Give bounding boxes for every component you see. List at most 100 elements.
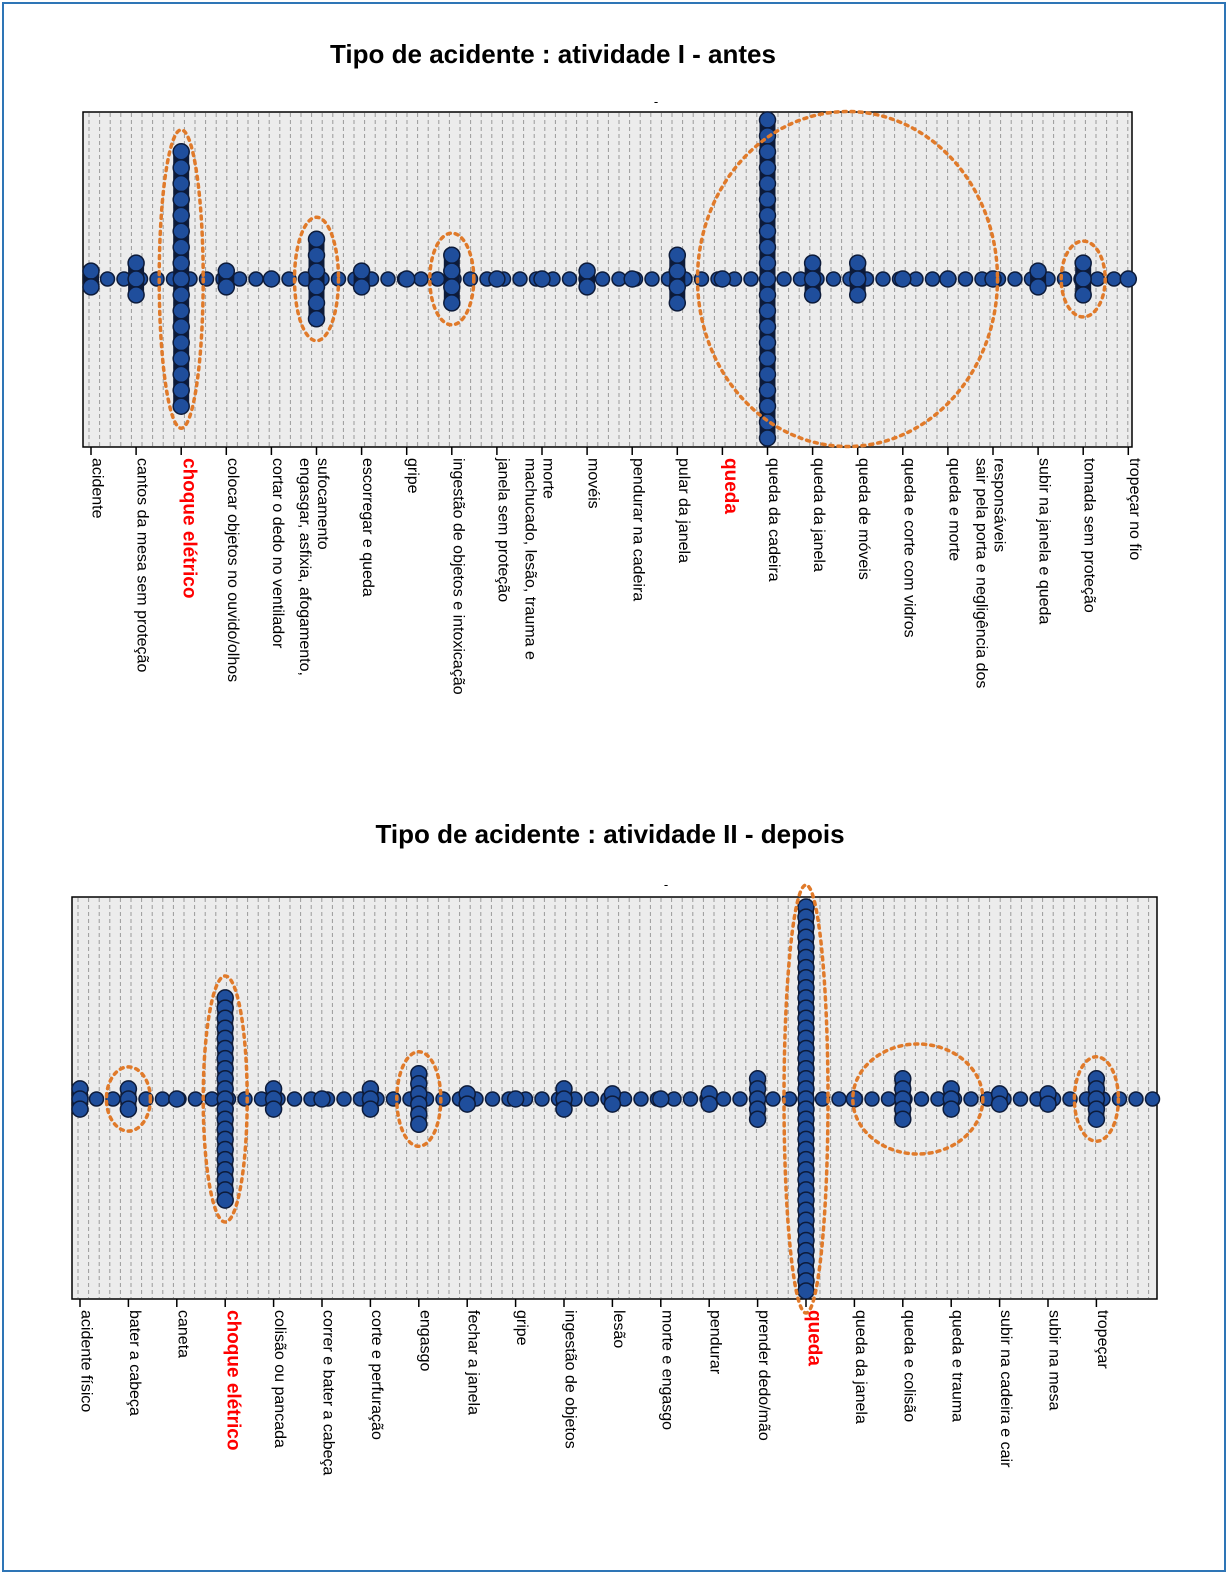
baseline-dot xyxy=(248,271,264,287)
baseline-dot xyxy=(776,271,792,287)
dot-queda-da-cadeira xyxy=(758,222,777,241)
chart-2-plot: acidente físico bater a cabeça caneta choqu… xyxy=(71,883,1161,1476)
x-tick-label-pular-da-janela: pular da janela xyxy=(675,458,692,563)
baseline-dot xyxy=(633,1091,649,1107)
baseline-dot xyxy=(831,1091,847,1107)
dot-queda-da-cadeira xyxy=(758,190,777,209)
dot-queda-da-cadeira xyxy=(758,254,777,272)
baseline-dot xyxy=(963,1091,979,1107)
x-tick-label-fechar-a-janela: fechar a janela xyxy=(465,1310,482,1415)
x-tick-label-gripe: gripe xyxy=(513,1310,530,1346)
x-tick-label-correr-e-bater-a-cabeca: correr e bater a cabeça xyxy=(320,1310,337,1476)
x-tick-label-subir-na-mesa: subir na mesa xyxy=(1046,1310,1063,1411)
dot-acidente xyxy=(82,278,100,296)
dot-queda-da-cadeira xyxy=(758,413,777,431)
dot-choque-eletrico xyxy=(172,381,190,400)
x-tick-label-queda: queda xyxy=(804,1310,825,1366)
dot-engasgar-asfixia-afogamento-sufocamento xyxy=(307,278,326,296)
baseline-dot xyxy=(957,271,974,287)
dot-queda-de-moveis xyxy=(848,286,867,304)
x-tick-label-ingestao-de-objetos: ingestão de objetos xyxy=(562,1310,579,1449)
x-tick-label-queda-e-trauma: queda e trauma xyxy=(949,1310,966,1422)
dot-queda-da-janela xyxy=(803,270,822,288)
dot-janela-sem-protecao xyxy=(488,270,506,288)
dot-queda-da-cadeira xyxy=(758,365,777,384)
dot-queda-da-cadeira xyxy=(758,317,777,336)
dot-engasgar-asfixia-afogamento-sufocamento xyxy=(307,246,326,264)
x-tick-label-lesao: lesão xyxy=(610,1310,627,1348)
dot-subir-na-janela-e-queda xyxy=(1029,278,1047,296)
dot-queda-da-janela xyxy=(803,254,822,272)
baseline-dot xyxy=(380,271,396,287)
x-tick-label-colisao-ou-pancada: colisão ou pancada xyxy=(271,1310,288,1448)
highlight-ellipse-bater-a-cabeca xyxy=(104,1065,153,1133)
baseline-dot xyxy=(435,1091,451,1107)
dot-queda-da-cadeira xyxy=(758,174,777,193)
dot-colocar-objetos-no-ouvido-olhos xyxy=(217,278,236,296)
x-tick-label-tropecar: tropeçar xyxy=(1094,1310,1111,1369)
baseline-dot xyxy=(1106,271,1122,287)
dot-choque-eletrico xyxy=(172,254,190,272)
dot-queda-da-cadeira xyxy=(758,333,777,352)
baseline-dot xyxy=(1128,1091,1144,1107)
dot-pular-da-janela xyxy=(668,262,687,280)
dot-escorregar-e-queda xyxy=(352,278,371,296)
dot-colocar-objetos-no-ouvido-olhos xyxy=(217,262,236,280)
dot-acidente xyxy=(82,262,100,280)
baseline-dot xyxy=(336,1091,352,1107)
dot-corte-e-perfuracao xyxy=(361,1100,380,1118)
x-tick-label-cortar-o-dedo-no-ventilador: cortar o dedo no ventilador xyxy=(269,458,286,649)
baseline-dot xyxy=(154,1091,171,1107)
dot-queda-da-cadeira xyxy=(758,349,777,368)
baseline-dot xyxy=(732,1091,748,1107)
x-tick-label-colocar-objetos-no-ouvido-olhos: colocar objetos no ouvido/olhos xyxy=(224,458,241,682)
x-tick-label-moveis: movéis xyxy=(585,458,602,509)
highlight-ellipse-engasgar-asfixia-afogamento-sufocamento xyxy=(292,215,341,343)
baseline-dot xyxy=(880,1091,897,1107)
x-tick-label-queda-e-morte: queda e morte xyxy=(945,458,962,561)
dot-choque-eletrico xyxy=(172,286,190,304)
chart-1-subtitle: - xyxy=(654,94,658,109)
baseline-dot xyxy=(1007,271,1023,287)
dot-engasgar-asfixia-afogamento-sufocamento xyxy=(307,294,326,312)
chart-2-x-axis: acidente físico bater a cabeça caneta choqu… xyxy=(78,1299,1111,1476)
dot-choque-eletrico xyxy=(172,302,190,320)
dot-machucado-lesao-trauma-e-morte xyxy=(533,270,551,288)
dot-tomada-sem-protecao xyxy=(1074,254,1092,272)
dot-queda-da-janela xyxy=(803,286,822,304)
baseline-dot xyxy=(924,271,941,287)
baseline-dot xyxy=(1012,1091,1029,1107)
baseline-dot xyxy=(88,1091,105,1107)
x-tick-label-tomada-sem-protecao: tomada sem proteção xyxy=(1081,458,1098,613)
dot-cantos-da-mesa-sem-protecao xyxy=(127,270,145,288)
dot-queda-da-cadeira xyxy=(758,158,777,177)
dot-moveis xyxy=(578,262,596,280)
baseline-dot xyxy=(1089,271,1106,287)
dot-pendurar xyxy=(700,1095,718,1113)
dot-bater-a-cabeca xyxy=(119,1100,138,1118)
dot-queda-da-cadeira xyxy=(758,238,777,256)
baseline-dot xyxy=(875,271,891,287)
x-tick-label-corte-e-perfuracao: corte e perfuração xyxy=(368,1310,385,1440)
x-tick-label-caneta: caneta xyxy=(174,1310,191,1358)
dot-caneta xyxy=(168,1090,186,1108)
dot-ingestao-de-objetos-e-intoxicacao xyxy=(443,246,461,264)
dot-subir-na-mesa xyxy=(1039,1095,1057,1113)
x-tick-label-escorregar-e-queda: escorregar e queda xyxy=(359,458,376,597)
dot-queda-da-cadeira xyxy=(758,429,777,447)
dot-queda-da-cadeira xyxy=(758,270,777,288)
dot-choque-eletrico xyxy=(172,222,190,241)
highlight-ellipse-tomada-sem-protecao xyxy=(1059,239,1107,319)
baseline-dot xyxy=(765,1091,781,1107)
dot-ingestao-de-objetos xyxy=(555,1100,573,1118)
chart-1-dots xyxy=(82,111,1138,447)
x-tick-label-acidente: acidente xyxy=(89,458,106,519)
dot-queda-da-cadeira xyxy=(758,397,777,415)
highlight-ellipse-engasgo xyxy=(395,1049,443,1149)
dot-ingestao-de-objetos-e-intoxicacao xyxy=(443,278,461,296)
dot-prender-dedo-mao xyxy=(748,1110,767,1128)
x-tick-label-cantos-da-mesa-sem-protecao: cantos da mesa sem proteção xyxy=(134,458,151,672)
dot-gripe xyxy=(506,1090,525,1108)
dot-ingestao-de-objetos-e-intoxicacao xyxy=(443,262,461,280)
